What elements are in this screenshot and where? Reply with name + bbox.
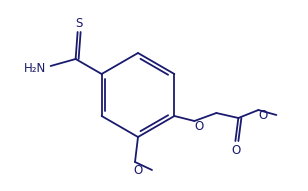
- Text: O: O: [232, 143, 241, 156]
- Text: S: S: [75, 16, 82, 29]
- Text: O: O: [133, 163, 143, 176]
- Text: H₂N: H₂N: [23, 62, 46, 74]
- Text: O: O: [259, 108, 268, 121]
- Text: O: O: [195, 121, 204, 134]
